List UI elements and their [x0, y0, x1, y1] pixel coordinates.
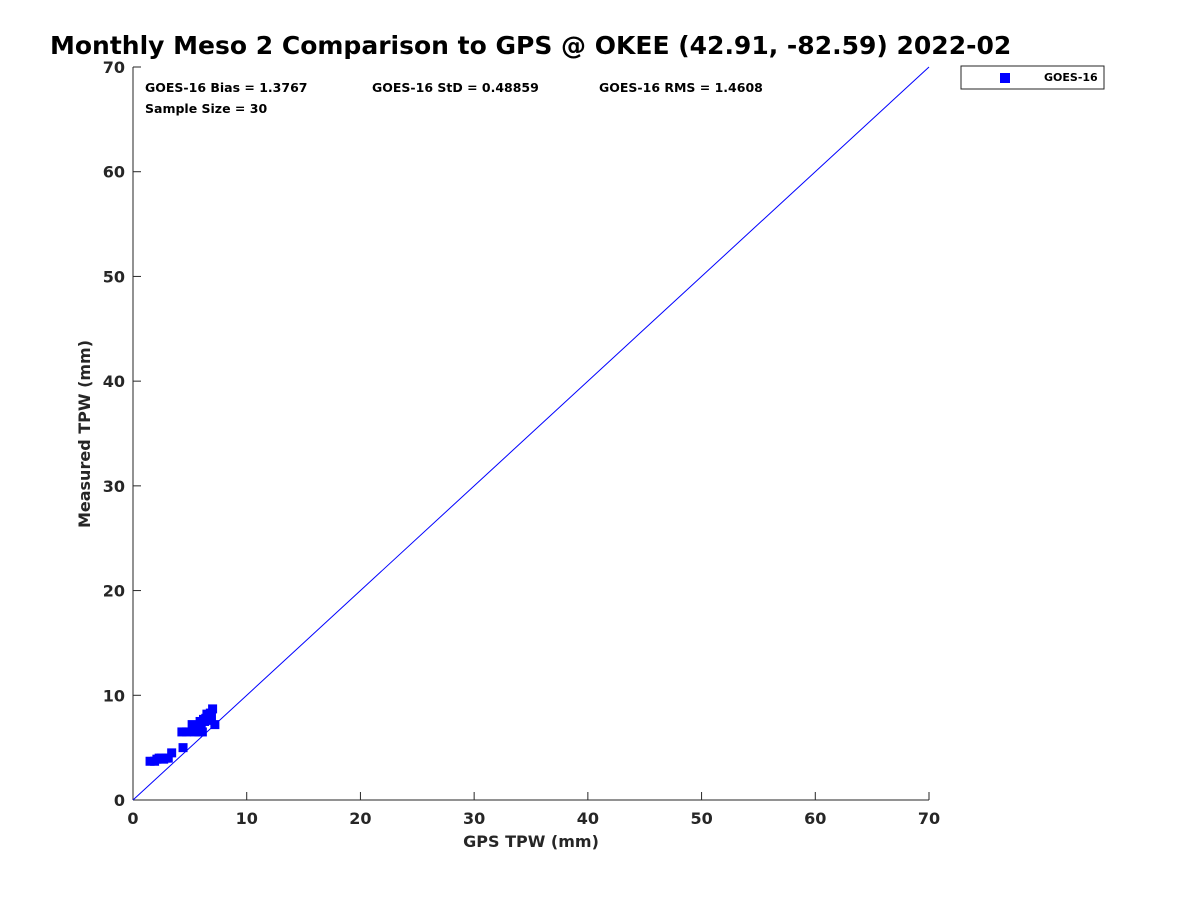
stat-std: GOES-16 StD = 0.48859 — [372, 80, 539, 95]
legend: GOES-16 — [960, 65, 1105, 90]
x-tick-label: 10 — [236, 809, 258, 828]
y-tick-label: 40 — [103, 372, 125, 391]
x-axis-label: GPS TPW (mm) — [463, 832, 599, 851]
y-tick-label: 0 — [114, 791, 125, 810]
y-axis-label: Measured TPW (mm) — [75, 340, 94, 528]
data-point-goes-16 — [178, 743, 188, 753]
legend-marker-goes-16 — [1000, 73, 1010, 83]
x-ticks: 0 10 20 30 40 50 60 70 — [127, 792, 940, 828]
legend-box — [960, 65, 1105, 90]
data-point-goes-16 — [163, 753, 173, 763]
y-ticks: 0 10 20 30 40 50 60 70 — [103, 58, 141, 810]
stat-sample-size: Sample Size = 30 — [145, 101, 267, 116]
y-tick-label: 10 — [103, 686, 125, 705]
x-tick-label: 70 — [918, 809, 940, 828]
chart-title: Monthly Meso 2 Comparison to GPS @ OKEE … — [50, 31, 1011, 60]
y-tick-label: 20 — [103, 582, 125, 601]
data-point-goes-16 — [197, 727, 207, 737]
y-tick-label: 50 — [103, 267, 125, 286]
plot-area: 0 10 20 30 40 50 60 70 0 10 20 30 40 50 60 70 — [103, 58, 940, 828]
stat-bias: GOES-16 Bias = 1.3767 — [145, 80, 307, 95]
y-tick-label: 30 — [103, 477, 125, 496]
one-to-one-line — [132, 66, 930, 801]
x-tick-label: 40 — [577, 809, 599, 828]
x-tick-label: 20 — [349, 809, 371, 828]
data-point-goes-16 — [181, 727, 191, 737]
x-tick-label: 60 — [804, 809, 826, 828]
stat-rms: GOES-16 RMS = 1.4608 — [599, 80, 763, 95]
data-point-goes-16 — [177, 727, 187, 737]
x-tick-label: 0 — [127, 809, 138, 828]
data-point-goes-16 — [210, 720, 220, 730]
data-points — [145, 704, 220, 766]
data-point-goes-16 — [145, 756, 155, 766]
y-tick-label: 70 — [103, 58, 125, 77]
y-tick-label: 60 — [103, 163, 125, 182]
data-point-goes-16 — [206, 712, 216, 722]
x-tick-label: 30 — [463, 809, 485, 828]
data-point-goes-16 — [208, 704, 218, 714]
data-point-goes-16 — [189, 727, 199, 737]
legend-label-goes-16: GOES-16 — [1044, 71, 1098, 84]
x-tick-label: 50 — [690, 809, 712, 828]
data-point-goes-16 — [167, 748, 177, 758]
